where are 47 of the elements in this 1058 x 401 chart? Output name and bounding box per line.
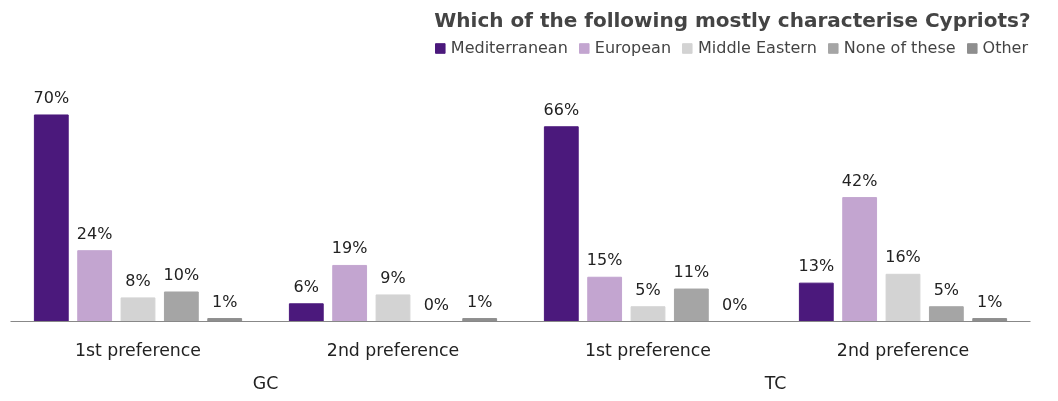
- data-label: 19%: [331, 238, 368, 258]
- bar: [332, 264, 368, 322]
- data-label: 24%: [76, 223, 113, 243]
- data-label: 0%: [423, 294, 450, 314]
- data-label: 6%: [293, 276, 319, 296]
- data-label: 16%: [885, 247, 921, 267]
- bar: [928, 306, 964, 322]
- bar: [77, 250, 113, 322]
- text: GC: [252, 372, 279, 393]
- data-label: 1%: [467, 291, 493, 311]
- data-label: 5%: [635, 279, 661, 299]
- data-label: 66%: [543, 99, 580, 119]
- x-tick-label: 1st preference: [584, 339, 712, 360]
- bar: [288, 303, 324, 322]
- legend-label: Mediterranean: [450, 38, 568, 57]
- data-label: 15%: [586, 250, 623, 270]
- legend-label: None of these: [843, 38, 956, 57]
- bar: [630, 306, 666, 322]
- data-label: 10%: [163, 265, 200, 284]
- x-tick-label: 2nd preference: [836, 339, 970, 360]
- chart-title: Which of the following mostly characterise Cypriots?: [434, 7, 1031, 32]
- data-label: 1%: [212, 291, 238, 311]
- data-label: 0%: [722, 294, 748, 314]
- bar: [120, 297, 156, 322]
- legend-label: European: [594, 38, 672, 57]
- bar: [885, 273, 921, 322]
- x-tick-label: 2nd preference: [326, 339, 460, 360]
- x-tick-label: 1st preference: [74, 339, 202, 360]
- data-label: 5%: [933, 279, 960, 299]
- text: TC: [763, 372, 787, 393]
- data-label: 13%: [798, 256, 835, 276]
- data-label: 11%: [673, 262, 710, 282]
- bar: [587, 276, 623, 322]
- legend-label: Other: [982, 38, 1028, 57]
- bar: [673, 288, 709, 322]
- bar: [33, 114, 69, 322]
- legend-label: Middle Eastern: [698, 38, 817, 57]
- data-label: 42%: [841, 170, 878, 190]
- bar: [163, 291, 199, 322]
- bar: [543, 126, 579, 322]
- bar: [798, 282, 834, 322]
- data-label: 9%: [380, 267, 406, 287]
- bar: [842, 197, 878, 322]
- data-label: 1%: [977, 291, 1003, 311]
- bar: [375, 294, 411, 322]
- data-label: 70%: [33, 87, 70, 107]
- data-label: 8%: [125, 270, 151, 290]
